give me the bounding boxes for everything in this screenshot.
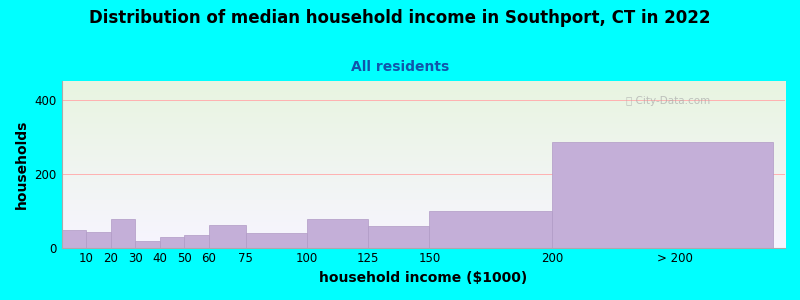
- Bar: [246, 233, 307, 248]
- Bar: [307, 219, 368, 247]
- Bar: [368, 226, 430, 247]
- Bar: [62, 230, 86, 247]
- X-axis label: household income ($1000): household income ($1000): [319, 271, 527, 285]
- Bar: [160, 237, 184, 248]
- Bar: [552, 142, 773, 248]
- Text: ⓘ City-Data.com: ⓘ City-Data.com: [626, 96, 710, 106]
- Bar: [209, 225, 246, 248]
- Bar: [430, 211, 552, 248]
- Bar: [184, 235, 209, 248]
- Text: All residents: All residents: [351, 60, 449, 74]
- Bar: [110, 219, 135, 247]
- Bar: [86, 232, 110, 247]
- Bar: [135, 241, 160, 247]
- Y-axis label: households: households: [15, 120, 29, 209]
- Text: Distribution of median household income in Southport, CT in 2022: Distribution of median household income …: [90, 9, 710, 27]
